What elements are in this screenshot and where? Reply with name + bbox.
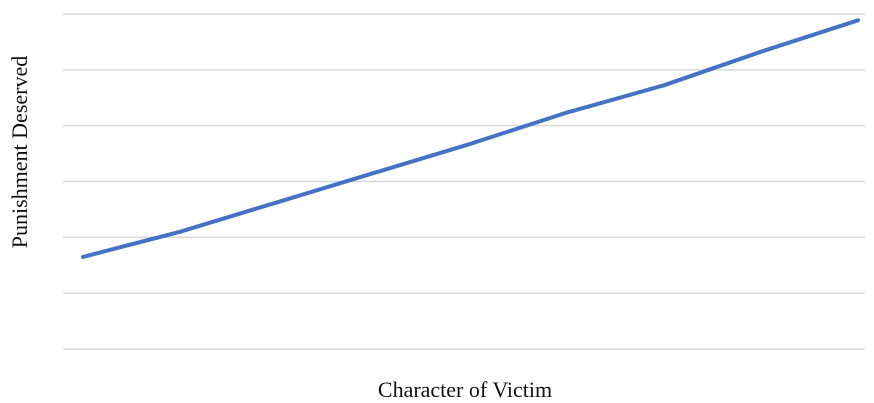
series-lines bbox=[81, 18, 860, 259]
gridlines bbox=[63, 13, 865, 350]
x-axis-label: Character of Victim bbox=[378, 377, 552, 402]
y-axis-label: Punishment Deserved bbox=[7, 56, 32, 248]
series-line bbox=[81, 18, 860, 259]
